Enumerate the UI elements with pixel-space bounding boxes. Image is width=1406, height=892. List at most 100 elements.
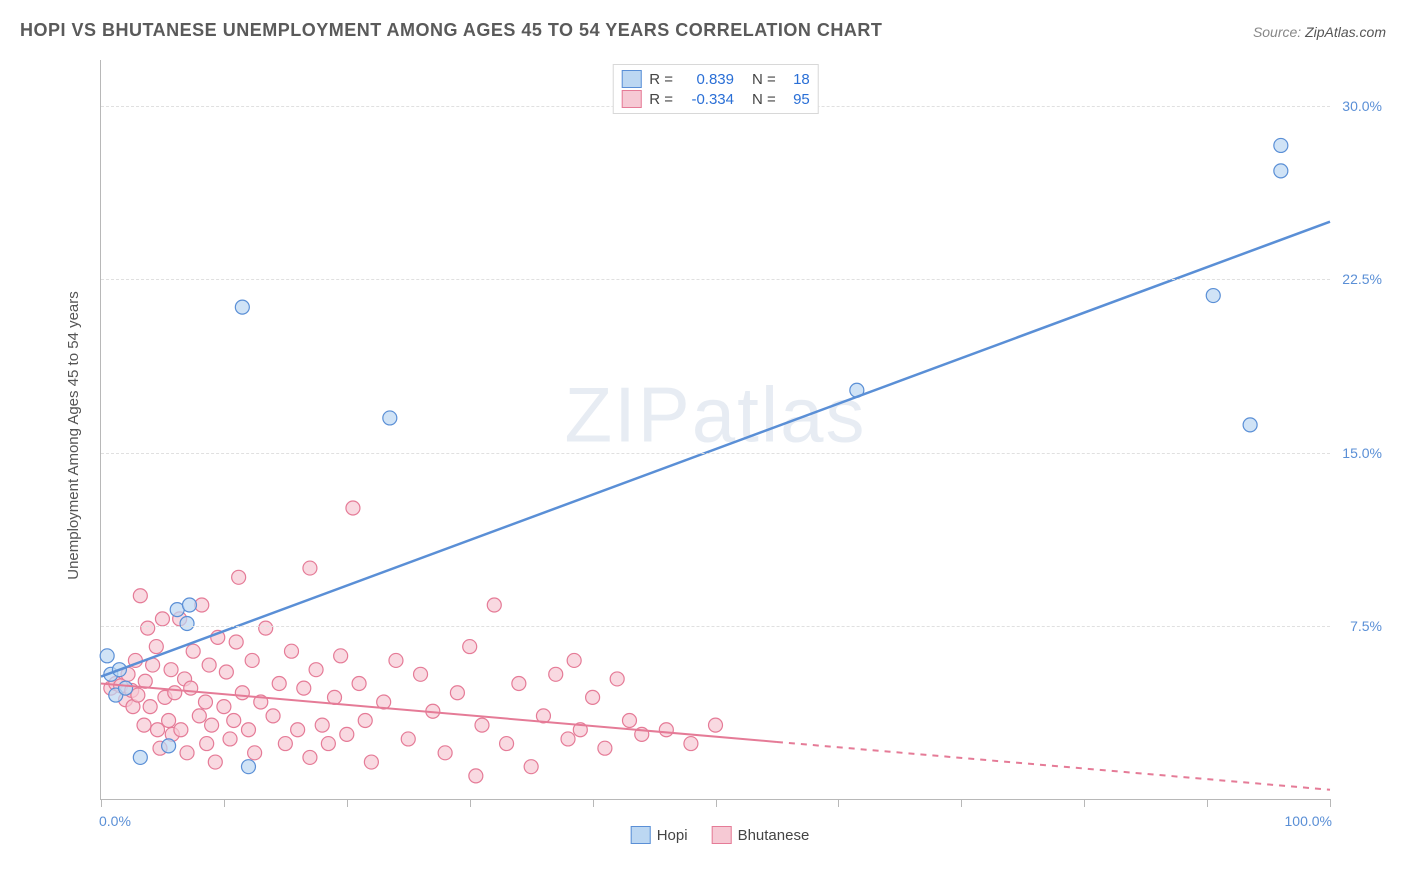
scatter-point	[303, 561, 317, 575]
scatter-point	[1274, 138, 1288, 152]
y-axis-label: Unemployment Among Ages 45 to 54 years	[65, 291, 82, 580]
scatter-point	[155, 612, 169, 626]
scatter-point	[131, 688, 145, 702]
x-tick	[101, 799, 102, 807]
legend-item-hopi: Hopi	[631, 826, 688, 844]
trend-line	[101, 222, 1330, 677]
scatter-point	[202, 658, 216, 672]
stats-row-bhutanese: R = -0.334 N = 95	[621, 89, 810, 109]
scatter-point	[200, 737, 214, 751]
scatter-point	[389, 653, 403, 667]
scatter-point	[297, 681, 311, 695]
y-tick-label: 7.5%	[1350, 618, 1382, 634]
x-tick	[593, 799, 594, 807]
scatter-point	[622, 713, 636, 727]
r-label: R =	[649, 91, 673, 108]
scatter-point	[219, 665, 233, 679]
scatter-point	[245, 653, 259, 667]
bottom-legend: Hopi Bhutanese	[631, 826, 810, 844]
scatter-point	[524, 760, 538, 774]
scatter-point	[119, 681, 133, 695]
source-credit: Source: ZipAtlas.com	[1253, 24, 1386, 40]
scatter-point	[133, 750, 147, 764]
scatter-point	[463, 640, 477, 654]
n-value-hopi: 18	[782, 71, 810, 88]
scatter-point	[291, 723, 305, 737]
scatter-point	[383, 411, 397, 425]
scatter-point	[340, 727, 354, 741]
scatter-point	[217, 700, 231, 714]
scatter-point	[401, 732, 415, 746]
x-tick	[961, 799, 962, 807]
scatter-point	[208, 755, 222, 769]
scatter-point	[241, 760, 255, 774]
scatter-point	[1243, 418, 1257, 432]
scatter-point	[223, 732, 237, 746]
x-tick	[224, 799, 225, 807]
n-label: N =	[752, 71, 776, 88]
scatter-point	[414, 667, 428, 681]
gridline	[101, 626, 1330, 627]
chart-area: Unemployment Among Ages 45 to 54 years Z…	[50, 60, 1390, 850]
scatter-point	[659, 723, 673, 737]
scatter-point	[232, 570, 246, 584]
scatter-point	[1274, 164, 1288, 178]
scatter-point	[137, 718, 151, 732]
scatter-point	[180, 746, 194, 760]
y-tick-label: 30.0%	[1342, 98, 1382, 114]
scatter-point	[475, 718, 489, 732]
y-tick-label: 22.5%	[1342, 271, 1382, 287]
scatter-point	[328, 690, 342, 704]
scatter-point	[162, 713, 176, 727]
x-tick	[1084, 799, 1085, 807]
legend-swatch-bhutanese	[712, 826, 732, 844]
swatch-bhutanese	[621, 90, 641, 108]
scatter-point	[1206, 289, 1220, 303]
scatter-point	[487, 598, 501, 612]
scatter-point	[133, 589, 147, 603]
swatch-hopi	[621, 70, 641, 88]
scatter-point	[598, 741, 612, 755]
scatter-point	[259, 621, 273, 635]
scatter-point	[561, 732, 575, 746]
source-value: ZipAtlas.com	[1305, 24, 1386, 40]
scatter-point	[309, 663, 323, 677]
scatter-point	[512, 677, 526, 691]
scatter-point	[315, 718, 329, 732]
chart-title: HOPI VS BHUTANESE UNEMPLOYMENT AMONG AGE…	[20, 20, 882, 41]
scatter-point	[180, 616, 194, 630]
scatter-point	[610, 672, 624, 686]
scatter-point	[352, 677, 366, 691]
scatter-point	[235, 300, 249, 314]
x-tick-label-max: 100.0%	[1285, 813, 1332, 829]
scatter-point	[192, 709, 206, 723]
y-axis-label-wrap: Unemployment Among Ages 45 to 54 years	[58, 60, 88, 810]
scatter-point	[164, 663, 178, 677]
scatter-point	[272, 677, 286, 691]
legend-swatch-hopi	[631, 826, 651, 844]
scatter-point	[438, 746, 452, 760]
plot-area: ZIPatlas R = 0.839 N = 18 R = -0.334 N =…	[100, 60, 1330, 800]
gridline	[101, 453, 1330, 454]
scatter-point	[303, 750, 317, 764]
gridline	[101, 279, 1330, 280]
x-tick	[470, 799, 471, 807]
scatter-point	[198, 695, 212, 709]
scatter-point	[346, 501, 360, 515]
source-label: Source:	[1253, 24, 1301, 40]
scatter-point	[358, 713, 372, 727]
scatter-point	[168, 686, 182, 700]
scatter-point	[182, 598, 196, 612]
scatter-point	[205, 718, 219, 732]
scatter-point	[229, 635, 243, 649]
r-value-hopi: 0.839	[679, 71, 734, 88]
scatter-point	[684, 737, 698, 751]
scatter-point	[709, 718, 723, 732]
scatter-point	[321, 737, 335, 751]
n-value-bhutanese: 95	[782, 91, 810, 108]
stats-box: R = 0.839 N = 18 R = -0.334 N = 95	[612, 64, 819, 114]
y-tick-label: 15.0%	[1342, 445, 1382, 461]
scatter-point	[469, 769, 483, 783]
scatter-point	[248, 746, 262, 760]
scatter-point	[184, 681, 198, 695]
